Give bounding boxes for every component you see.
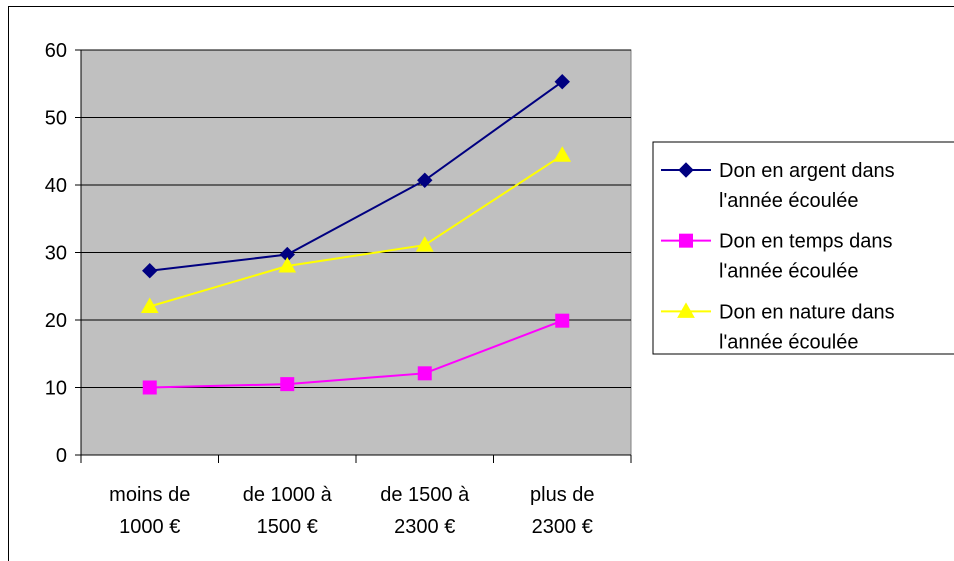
series-0-point-2 [417,172,433,188]
legend-marker-2 [677,302,695,318]
legend-label-0-line-1: l'année écoulée [719,190,859,212]
series-line-2 [149,154,563,308]
series-2-point-3 [553,146,572,162]
y-tick-label-30: 30 [45,243,67,265]
series-0-point-3 [554,74,570,90]
series-1-point-2 [417,366,432,381]
y-tick-label-20: 20 [45,310,67,332]
legend-label-1-line-1: l'année écoulée [719,261,859,283]
legend-label-1-line-0: Don en temps dans [719,231,892,253]
legend-marker-0 [678,162,694,178]
y-tick-label-50: 50 [45,108,67,130]
series-1-point-1 [280,377,295,392]
legend-label-2-line-1: l'année écoulée [719,331,859,353]
y-tick-label-60: 60 [45,40,67,62]
x-category-label-1-line-0: de 1000 à [243,484,333,506]
series-2-point-0 [140,297,159,313]
series-0-point-0 [142,263,158,279]
y-tick-label-40: 40 [45,175,67,197]
y-tick-label-0: 0 [56,445,67,467]
x-category-label-0-line-1: 1000 € [119,516,180,538]
series-1-point-0 [142,380,157,395]
x-category-label-2-line-1: 2300 € [394,516,455,538]
legend-label-2-line-0: Don en nature dans [719,301,895,323]
series-2-point-1 [278,256,297,273]
legend-marker-1 [679,233,693,248]
x-category-label-2-line-0: de 1500 à [380,484,470,506]
x-category-label-1-line-1: 1500 € [257,516,318,538]
series-1-point-3 [555,313,570,328]
y-tick-label-10: 10 [45,378,67,400]
x-category-label-0-line-0: moins de [109,484,190,506]
legend-label-0-line-0: Don en argent dans [719,160,895,182]
series-2-point-2 [415,236,434,252]
x-category-label-3-line-1: 2300 € [532,516,593,538]
legend-box [652,141,954,355]
series-line-1 [149,319,563,389]
chart-frame [8,6,954,561]
x-category-label-3-line-0: plus de [530,484,595,506]
series-line-0 [149,80,563,272]
